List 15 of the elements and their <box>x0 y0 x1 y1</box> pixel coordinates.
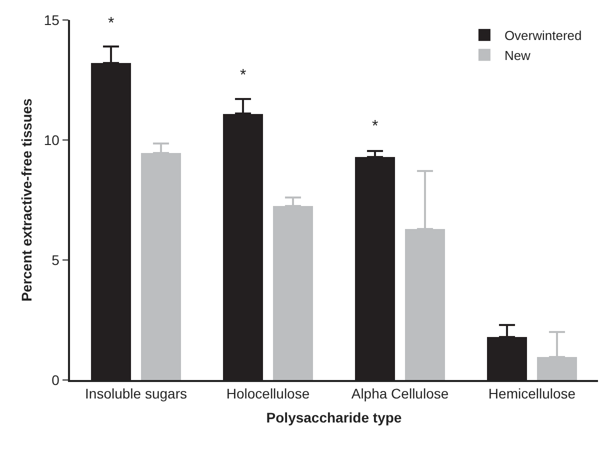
y-tick-label: 5 <box>52 252 60 268</box>
legend-label: New <box>504 48 532 63</box>
x-axis-title: Polysaccharide type <box>266 409 402 426</box>
y-tick-label: 10 <box>44 132 60 148</box>
x-tick-label: Hemicellulose <box>488 386 576 402</box>
y-axis-title: Percent extractive-free tissues <box>18 98 34 302</box>
x-tick-label: Holocellulose <box>226 386 310 402</box>
annotation: * <box>372 118 378 135</box>
annotation: * <box>240 67 246 84</box>
x-tick-label: Insoluble sugars <box>85 386 187 402</box>
y-tick-label: 15 <box>44 12 60 28</box>
y-tick-label: 0 <box>52 372 60 388</box>
x-tick-label: Alpha Cellulose <box>351 386 449 402</box>
annotation: * <box>108 15 114 32</box>
legend-label: Overwintered <box>504 28 582 44</box>
